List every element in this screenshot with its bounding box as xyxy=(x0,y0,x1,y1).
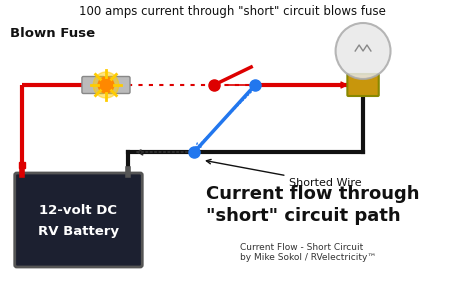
FancyBboxPatch shape xyxy=(347,74,379,96)
Text: 100 amps current through "short" circuit blows fuse: 100 amps current through "short" circuit… xyxy=(79,5,386,18)
Text: RV Battery: RV Battery xyxy=(38,225,119,238)
Text: by Mike Sokol / RVelectricity™: by Mike Sokol / RVelectricity™ xyxy=(240,253,377,262)
Circle shape xyxy=(93,72,118,98)
Text: Shorted Wire: Shorted Wire xyxy=(206,159,362,188)
Text: Current Flow - Short Circuit: Current Flow - Short Circuit xyxy=(240,243,364,252)
FancyBboxPatch shape xyxy=(108,76,130,94)
Text: Blown Fuse: Blown Fuse xyxy=(10,27,95,40)
Text: "short" circuit path: "short" circuit path xyxy=(206,207,401,225)
Circle shape xyxy=(336,23,391,79)
Circle shape xyxy=(98,77,114,93)
FancyBboxPatch shape xyxy=(15,173,142,267)
Text: Current flow through: Current flow through xyxy=(206,185,419,203)
Text: 12-volt DC: 12-volt DC xyxy=(39,204,118,217)
FancyBboxPatch shape xyxy=(82,76,104,94)
